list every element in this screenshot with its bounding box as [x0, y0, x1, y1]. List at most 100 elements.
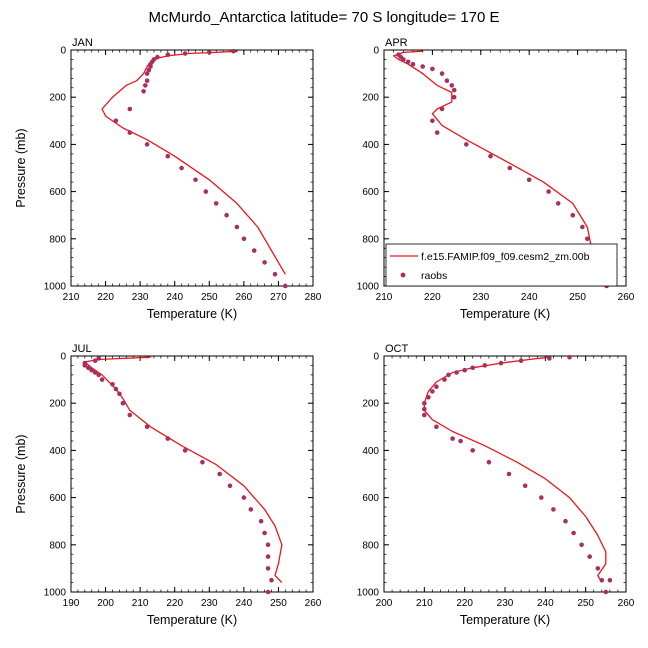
obs-point	[99, 377, 105, 382]
obs-point	[539, 495, 544, 500]
legend-box	[385, 243, 618, 287]
obs-point	[265, 566, 271, 571]
y-axis-label: Pressure (mb)	[14, 128, 28, 207]
obs-point	[224, 212, 229, 218]
y-tick-label: 200	[49, 93, 66, 104]
y-tick-label: 1000	[44, 282, 67, 293]
obs-point	[563, 518, 568, 524]
obs-point	[269, 577, 274, 583]
model-line-jul	[84, 356, 283, 584]
y-tick-label: 0	[373, 352, 379, 363]
obs-point	[213, 201, 219, 206]
obs-point	[227, 483, 233, 489]
y-tick-label: 600	[362, 187, 379, 198]
obs-point	[144, 424, 150, 430]
obs-point	[113, 118, 119, 124]
obs-point	[146, 67, 152, 73]
obs-point	[571, 530, 576, 536]
x-tick-label: 270	[270, 292, 287, 303]
y-axis-label: Pressure (mb)	[14, 434, 28, 513]
obs-point	[444, 78, 450, 83]
obs-point	[144, 142, 150, 147]
obs-point	[113, 386, 119, 392]
y-tick-label: 400	[362, 140, 379, 151]
obs-point	[488, 153, 493, 159]
y-tick-label: 800	[362, 234, 379, 245]
y-tick-label: 0	[60, 352, 66, 363]
obs-point	[451, 87, 457, 93]
x-tick-label: 250	[569, 292, 586, 303]
x-tick-label: 210	[376, 292, 393, 303]
x-axis-label: Temperature (K)	[147, 613, 237, 627]
obs-point	[96, 372, 101, 378]
x-tick-label: 240	[537, 598, 554, 609]
obs-point	[86, 365, 91, 371]
obs-point	[165, 436, 171, 441]
obs-point	[526, 177, 532, 183]
y-tick-label: 400	[49, 140, 66, 151]
obs-point	[449, 83, 455, 88]
y-tick-label: 200	[49, 399, 66, 410]
obs-point	[258, 518, 264, 524]
x-tick-label: 230	[132, 292, 149, 303]
obs-point	[179, 165, 184, 171]
obs-point	[265, 589, 271, 595]
y-tick-label: 800	[49, 540, 66, 551]
obs-point	[595, 566, 601, 571]
x-tick-label: 250	[577, 598, 594, 609]
obs-point	[430, 118, 435, 124]
panel-label-oct: OCT	[385, 343, 409, 355]
obs-point	[434, 130, 440, 135]
x-tick-label: 250	[270, 598, 287, 609]
plot-frame-jul	[70, 355, 314, 593]
obs-point	[434, 384, 439, 390]
panel-jan: 210 220 230 240 250 260 270 280 0 200 400 600 800 100…	[14, 37, 322, 321]
obs-point	[587, 554, 592, 559]
x-tick-label: 200	[376, 598, 393, 609]
obs-point	[442, 377, 447, 382]
x-tick-label: 240	[166, 292, 183, 303]
obs-point	[231, 48, 236, 54]
obs-point	[127, 130, 133, 135]
x-tick-label: 220	[456, 598, 473, 609]
x-tick-label: 200	[97, 598, 114, 609]
obs-point	[182, 448, 188, 453]
obs-point	[518, 358, 524, 364]
obs-point	[547, 356, 552, 361]
x-tick-label: 210	[132, 598, 149, 609]
figure-title: McMurdo_Antarctica latitude= 70 S longit…	[148, 9, 499, 26]
obs-point	[127, 106, 133, 112]
y-tick-label: 400	[49, 446, 66, 457]
y-tick-label: 1000	[357, 588, 380, 599]
obs-point	[506, 471, 512, 477]
obs-point	[165, 52, 171, 57]
x-tick-label: 220	[424, 292, 441, 303]
obs-point	[143, 83, 148, 88]
obs-point	[451, 94, 457, 100]
obs-point	[92, 370, 98, 375]
obs-point	[422, 406, 427, 412]
model-line-apr	[393, 50, 608, 277]
obs-point	[127, 412, 133, 418]
obs-point	[434, 424, 439, 430]
obs-point	[458, 438, 463, 444]
x-tick-label: 250	[201, 292, 218, 303]
obs-point	[82, 363, 88, 368]
obs-point	[248, 507, 254, 512]
x-axis-label: Temperature (K)	[147, 307, 237, 321]
obs-point	[607, 577, 613, 583]
obs-point	[439, 71, 445, 76]
obs-point	[193, 177, 198, 183]
y-tick-label: 600	[362, 493, 379, 504]
obs-point	[120, 400, 126, 406]
x-tick-label: 260	[618, 292, 635, 303]
legend-obs-label: raobs	[421, 270, 447, 282]
obs-point	[599, 577, 605, 583]
panel-label-jul: JUL	[72, 343, 92, 355]
obs-point	[144, 78, 150, 83]
x-tick-label: 230	[201, 598, 218, 609]
obs-point	[498, 360, 504, 366]
x-tick-label: 220	[97, 292, 114, 303]
obs-point	[426, 395, 431, 400]
